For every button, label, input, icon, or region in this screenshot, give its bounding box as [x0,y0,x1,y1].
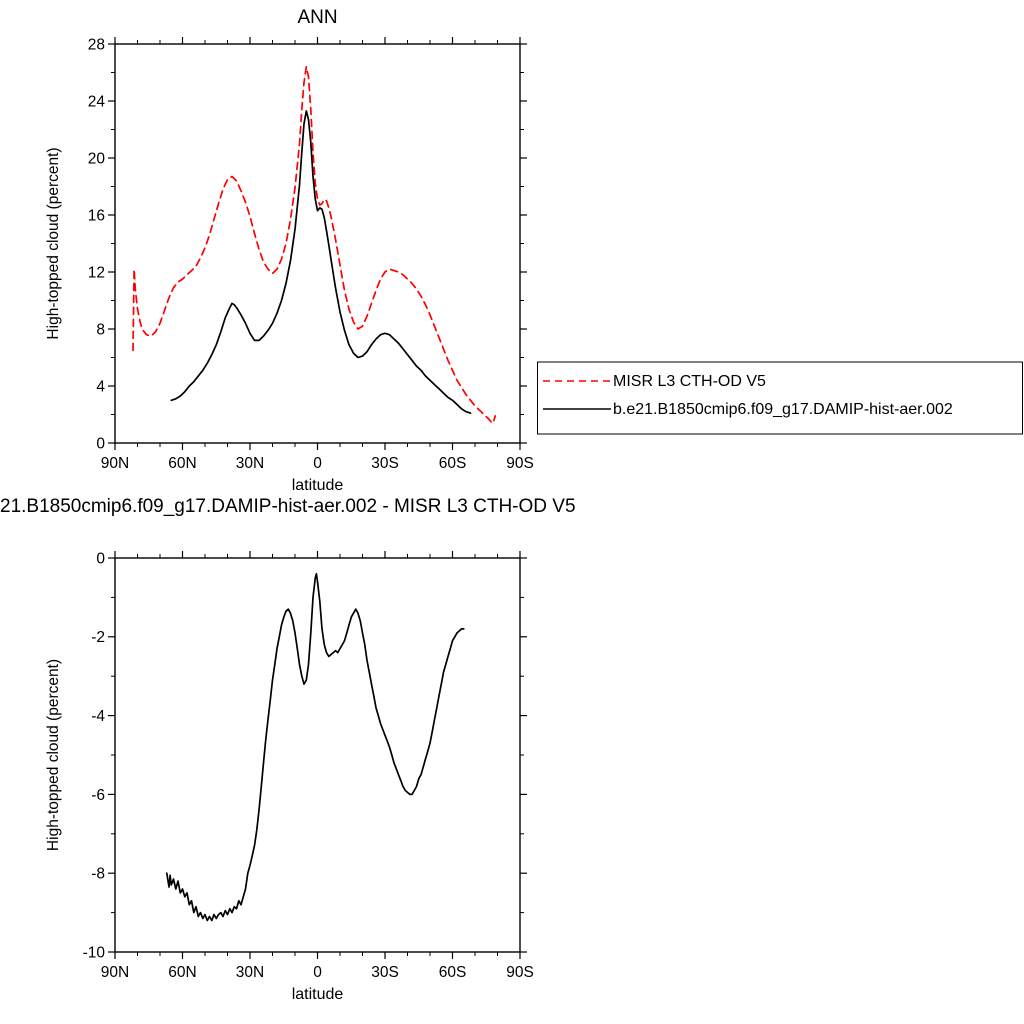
y-tick-label: 0 [96,550,105,567]
x-tick-label: 60S [439,964,467,981]
y-tick-label: 4 [96,378,105,395]
y-tick-label: -10 [83,944,106,961]
y-tick-label: 24 [88,93,106,110]
x-tick-label: 0 [313,455,322,472]
y-tick-label: 12 [88,264,105,281]
y-tick-label: 8 [96,321,105,338]
x-tick-label: 90N [101,455,129,472]
x-tick-label: 30S [371,964,399,981]
legend-label: MISR L3 CTH-OD V5 [613,373,766,390]
y-tick-label: 28 [88,36,105,53]
axis-frame [114,557,521,953]
legend-box [537,361,1023,435]
series-line-1 [170,110,472,414]
y-tick-label: -2 [91,629,105,646]
x-tick-label: 90S [506,455,534,472]
y-tick-label: 20 [88,150,106,167]
x-tick-label: 30N [236,964,264,981]
series-line-0 [132,65,497,424]
y-tick-label: 16 [88,207,105,224]
x-tick-label: 60S [439,455,467,472]
y-tick-label: -8 [91,866,105,883]
x-tick-label: 0 [313,964,322,981]
y-tick-label: -4 [91,708,105,725]
x-tick-label: 30S [371,455,399,472]
y-axis-title: High-topped cloud (percent) [45,659,62,851]
x-tick-label: 90S [506,964,534,981]
x-tick-label: 30N [236,455,264,472]
legend-label: b.e21.B1850cmip6.f09_g17.DAMIP-hist-aer.… [613,401,953,418]
x-axis-title: latitude [292,986,344,1003]
x-axis-title: latitude [292,477,344,494]
x-tick-label: 90N [101,964,129,981]
series-line-0 [165,572,465,922]
x-tick-label: 60N [168,964,196,981]
y-tick-label: -6 [91,787,105,804]
x-tick-label: 60N [168,455,196,472]
chart-title: 21.B1850cmip6.f09_g17.DAMIP-hist-aer.002… [0,496,576,517]
y-tick-label: 0 [96,435,105,452]
y-axis-title: High-topped cloud (percent) [45,147,62,339]
chart-title: ANN [297,7,337,28]
